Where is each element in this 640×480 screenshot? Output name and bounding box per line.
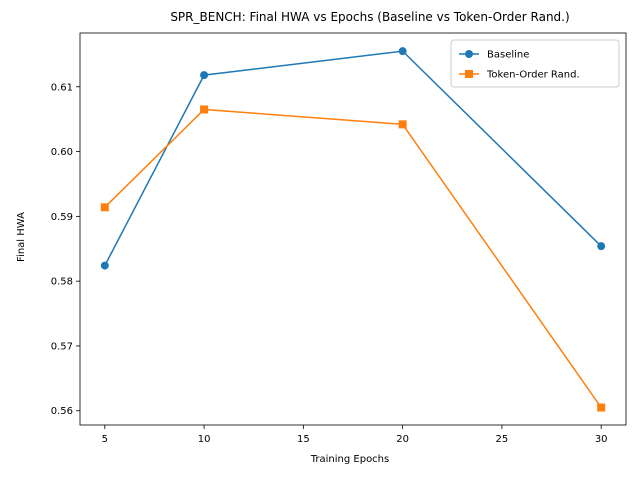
legend-label: Baseline (487, 50, 529, 61)
series-line (104, 50, 602, 266)
y-tick-label: 0.57 (51, 341, 73, 352)
data-point (200, 71, 209, 80)
legend-marker (465, 70, 473, 78)
legend-item: Token-Order Rand. (459, 70, 580, 81)
series-baseline (100, 47, 606, 270)
legend-box (450, 39, 620, 88)
chart-title: SPR_BENCH: Final HWA vs Epochs (Baseline… (170, 10, 569, 24)
y-tick-label: 0.60 (51, 147, 73, 158)
data-point (100, 203, 109, 212)
y-tick-label: 0.59 (51, 212, 73, 223)
data-point (200, 105, 209, 114)
data-point (597, 242, 606, 251)
y-tick-label: 0.61 (51, 82, 73, 93)
x-axis-label: Training Epochs (310, 454, 389, 465)
legend-item: Baseline (459, 50, 529, 61)
x-tick-label: 10 (198, 434, 211, 445)
x-tick-label: 25 (496, 434, 509, 445)
x-tick-label: 15 (297, 434, 310, 445)
y-tick-label: 0.58 (51, 277, 73, 288)
data-point (398, 47, 407, 56)
x-axis: 5 10 15 20 25 30 (102, 425, 608, 445)
series-token-order-rand (100, 105, 606, 412)
data-point (398, 120, 407, 129)
data-point (597, 403, 606, 412)
legend: Baseline Token-Order Rand. (450, 39, 620, 88)
y-axis: 0.56 0.57 0.58 0.59 0.60 0.61 (51, 82, 80, 417)
x-tick-label: 30 (595, 434, 608, 445)
legend-label: Token-Order Rand. (486, 70, 580, 81)
plot-area (100, 47, 606, 412)
data-point (100, 261, 109, 270)
y-axis-label: Final HWA (16, 212, 27, 262)
legend-marker (465, 50, 473, 58)
x-tick-label: 20 (396, 434, 409, 445)
y-tick-label: 0.56 (51, 406, 73, 417)
x-tick-label: 5 (102, 434, 108, 445)
plot-frame (79, 32, 627, 426)
series-line (104, 108, 602, 408)
